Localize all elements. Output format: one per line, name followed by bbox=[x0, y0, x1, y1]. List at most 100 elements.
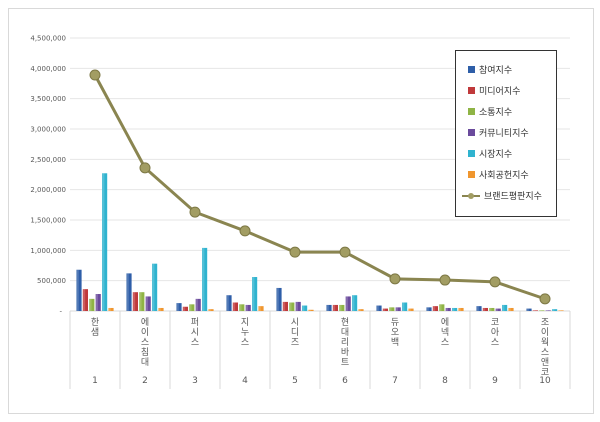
bar-사회공헌지수 bbox=[508, 307, 514, 311]
legend-swatch bbox=[468, 87, 475, 94]
bar-커뮤니티지수 bbox=[195, 298, 201, 311]
bar-참여지수 bbox=[376, 305, 382, 311]
bar-시장지수 bbox=[552, 309, 558, 311]
bar-highlight bbox=[182, 306, 186, 311]
bar-highlight bbox=[345, 296, 348, 311]
bar-highlight bbox=[282, 301, 286, 311]
legend-label: 브랜드평판지수 bbox=[484, 192, 542, 202]
rank-label: 9 bbox=[492, 376, 498, 386]
legend-line-marker bbox=[462, 192, 480, 199]
bar-소통지수 bbox=[239, 304, 245, 311]
legend-item: 미디어지수 bbox=[468, 84, 520, 97]
bar-미디어지수 bbox=[432, 306, 438, 311]
bar-소통지수 bbox=[389, 307, 395, 311]
bar-highlight bbox=[189, 304, 192, 311]
bar-highlight bbox=[502, 304, 505, 311]
bar-highlight bbox=[239, 304, 242, 311]
bar-highlight bbox=[202, 247, 205, 311]
legend-swatch bbox=[468, 150, 475, 157]
bar-highlight bbox=[402, 302, 405, 311]
rank-label: 7 bbox=[392, 376, 398, 386]
bar-소통지수 bbox=[139, 292, 145, 311]
bar-highlight bbox=[439, 304, 442, 311]
bar-커뮤니티지수 bbox=[495, 308, 501, 311]
bar-미디어지수 bbox=[182, 306, 188, 311]
bar-소통지수 bbox=[189, 304, 195, 311]
bar-사회공헌지수 bbox=[258, 306, 264, 311]
bar-시장지수 bbox=[452, 307, 458, 311]
bar-시장지수 bbox=[252, 277, 258, 311]
bar-시장지수 bbox=[402, 302, 408, 311]
bar-highlight bbox=[458, 307, 461, 311]
brand-point bbox=[389, 273, 401, 285]
bar-highlight bbox=[139, 292, 142, 311]
legend-swatch bbox=[468, 66, 475, 73]
legend-label: 시장지수 bbox=[479, 150, 513, 160]
bar-highlight bbox=[326, 304, 329, 311]
brand-point bbox=[289, 246, 301, 258]
bar-highlight bbox=[532, 310, 536, 311]
brand-point bbox=[539, 293, 551, 305]
legend-label: 사회공헌지수 bbox=[479, 171, 529, 181]
bar-highlight bbox=[226, 295, 229, 311]
bar-소통지수 bbox=[439, 304, 445, 311]
bar-highlight bbox=[558, 310, 561, 311]
y-tick-label: 500,000 bbox=[37, 277, 66, 285]
bar-highlight bbox=[476, 306, 479, 311]
bar-highlight bbox=[539, 310, 542, 311]
bar-highlight bbox=[482, 307, 486, 311]
brand-point bbox=[489, 276, 501, 288]
bar-highlight bbox=[545, 310, 548, 311]
y-tick-label: 1,000,000 bbox=[30, 247, 66, 255]
bar-highlight bbox=[276, 287, 279, 311]
bar-highlight bbox=[432, 306, 436, 311]
bar-소통지수 bbox=[289, 302, 295, 311]
brand-point bbox=[189, 206, 201, 218]
bar-참여지수 bbox=[476, 306, 482, 311]
rank-label: 5 bbox=[292, 376, 298, 386]
bar-소통지수 bbox=[539, 310, 545, 311]
bar-사회공헌지수 bbox=[158, 307, 164, 311]
bar-highlight bbox=[332, 304, 336, 311]
bar-highlight bbox=[76, 269, 79, 311]
bar-highlight bbox=[495, 308, 498, 311]
legend-item: 커뮤니티지수 bbox=[468, 126, 529, 139]
bar-highlight bbox=[132, 292, 136, 311]
bar-사회공헌지수 bbox=[308, 309, 314, 311]
bar-highlight bbox=[158, 307, 161, 311]
bar-시장지수 bbox=[352, 295, 358, 311]
bar-참여지수 bbox=[526, 308, 532, 311]
bar-사회공헌지수 bbox=[358, 309, 364, 311]
bar-커뮤니티지수 bbox=[445, 307, 451, 311]
legend-item: 참여지수 bbox=[468, 63, 512, 76]
rank-label: 6 bbox=[342, 376, 348, 386]
brand-point bbox=[339, 246, 351, 258]
bar-참여지수 bbox=[126, 273, 132, 311]
legend-label: 소통지수 bbox=[479, 108, 513, 118]
bar-사회공헌지수 bbox=[408, 308, 414, 311]
bar-시장지수 bbox=[302, 305, 308, 311]
bar-시장지수 bbox=[152, 263, 158, 311]
bar-미디어지수 bbox=[232, 302, 238, 311]
bar-highlight bbox=[145, 296, 148, 311]
bar-highlight bbox=[108, 307, 111, 311]
bar-highlight bbox=[82, 289, 86, 311]
bar-highlight bbox=[95, 294, 98, 311]
y-tick-label: 1,500,000 bbox=[30, 217, 66, 225]
bar-highlight bbox=[102, 173, 105, 311]
bar-커뮤니티지수 bbox=[295, 301, 301, 311]
bar-highlight bbox=[382, 308, 386, 311]
y-tick-label: 2,500,000 bbox=[30, 156, 66, 164]
bar-시장지수 bbox=[502, 304, 508, 311]
bar-highlight bbox=[126, 273, 129, 311]
rank-label: 10 bbox=[539, 376, 551, 386]
bar-미디어지수 bbox=[132, 292, 138, 311]
y-tick-label: 4,500,000 bbox=[30, 35, 66, 43]
bar-사회공헌지수 bbox=[108, 307, 114, 311]
